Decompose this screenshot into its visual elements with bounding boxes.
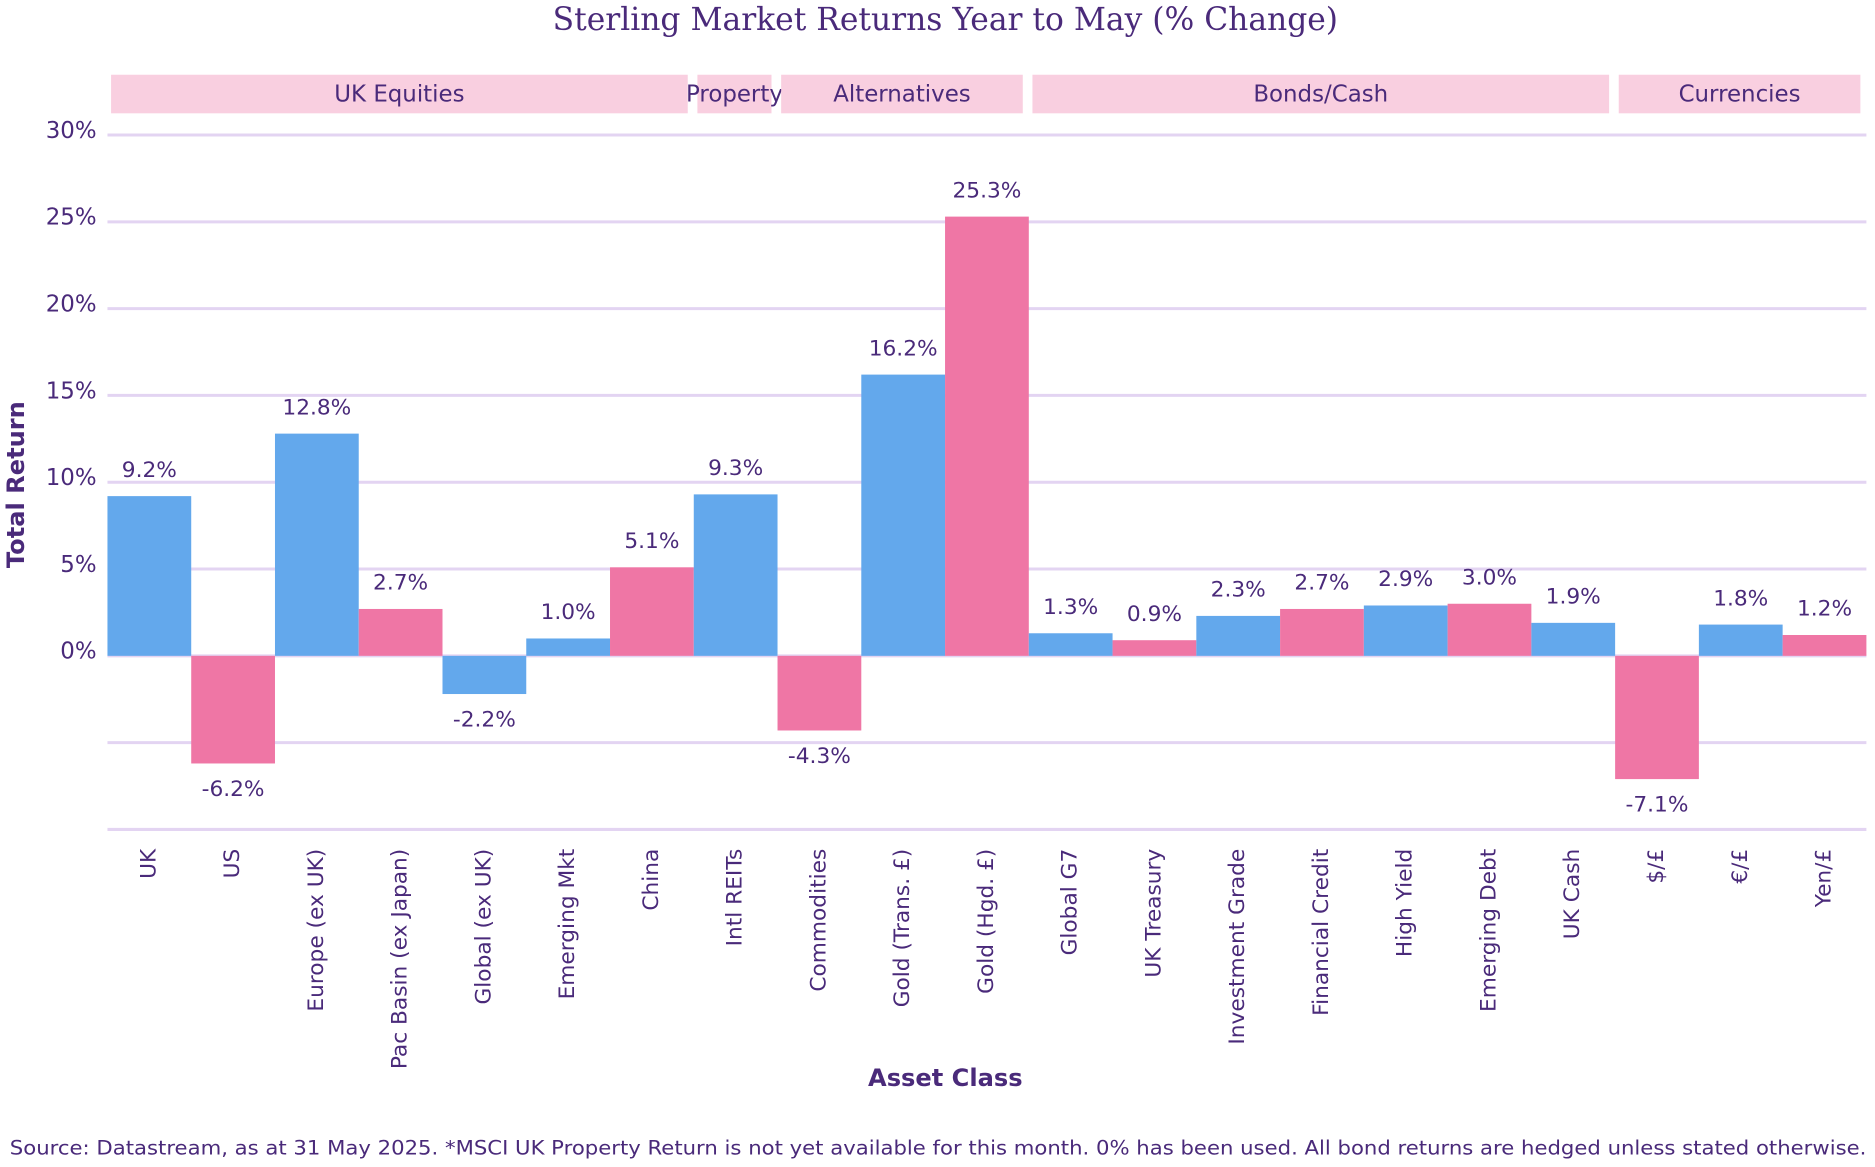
bar [1531, 622, 1616, 656]
x-tick-label: US [220, 849, 245, 879]
bar [1447, 603, 1532, 656]
y-tick-label: 30% [46, 118, 97, 144]
bar [610, 567, 694, 656]
value-label: 25.3% [952, 178, 1021, 203]
bar [1782, 635, 1867, 656]
group-header [697, 74, 772, 114]
value-label: 12.8% [282, 395, 351, 420]
value-label: 5.1% [624, 529, 679, 554]
x-tick-label: Emerging Debt [1476, 849, 1501, 1012]
value-label: 1.8% [1713, 586, 1768, 611]
y-tick-label: 10% [46, 465, 97, 491]
bar [861, 374, 946, 656]
group-label: Currencies [1679, 82, 1801, 108]
bar [1196, 615, 1281, 656]
x-tick-label: Gold (Trans. £) [890, 849, 915, 1008]
x-tick-label: $/£ [1644, 849, 1669, 884]
x-tick-label: Emerging Mkt [555, 849, 580, 1000]
group-label: UK Equities [334, 82, 464, 108]
x-tick-label: High Yield [1393, 849, 1418, 957]
group-label: Alternatives [833, 82, 971, 108]
value-label: 2.7% [1294, 571, 1349, 596]
bar [693, 494, 778, 656]
bar [1028, 633, 1113, 656]
value-label: -4.3% [788, 744, 851, 769]
group-header [1032, 74, 1610, 114]
x-tick-label: Commodities [806, 849, 831, 992]
value-label: 1.3% [1043, 595, 1098, 620]
value-label: 16.2% [869, 336, 938, 361]
x-tick-label: Financial Credit [1309, 849, 1334, 1016]
bar [442, 655, 527, 695]
x-tick-label: Global G7 [1058, 849, 1083, 956]
bar [107, 496, 192, 656]
x-tick-label: Pac Basin (ex Japan) [388, 849, 413, 1069]
value-label: 9.3% [708, 456, 763, 481]
group-header [111, 74, 688, 114]
value-label: 2.3% [1211, 578, 1266, 603]
x-tick-label: Europe (ex UK) [304, 849, 329, 1012]
x-tick-label: Global (ex UK) [471, 849, 496, 1005]
x-tick-label: Gold (Hgd. £) [974, 849, 999, 994]
chart-title: Sterling Market Returns Year to May (% C… [553, 2, 1338, 38]
x-tick-label: Investment Grade [1225, 849, 1250, 1045]
group-label: Bonds/Cash [1253, 82, 1388, 108]
y-tick-label: 0% [60, 639, 96, 665]
source-note: Source: Datastream, as at 31 May 2025. *… [10, 1136, 1867, 1159]
group-header [781, 74, 1023, 114]
y-tick-label: 25% [46, 205, 97, 231]
x-tick-label: UK [136, 848, 161, 879]
x-tick-label: Yen/£ [1812, 849, 1837, 909]
value-label: 1.9% [1546, 585, 1601, 610]
bar [358, 608, 443, 656]
value-label: 2.9% [1378, 567, 1433, 592]
value-label: -7.1% [1626, 793, 1689, 818]
bar [945, 216, 1029, 656]
value-label: 1.0% [541, 600, 596, 625]
x-tick-label: €/£ [1728, 849, 1753, 884]
value-label: 3.0% [1462, 565, 1517, 590]
x-axis-title: Asset Class [868, 1064, 1023, 1092]
y-tick-label: 20% [46, 292, 97, 318]
bar [274, 433, 359, 656]
x-tick-label: Intl REITs [723, 849, 748, 947]
bar [191, 655, 275, 764]
y-tick-label: 15% [46, 378, 97, 404]
x-tick-label: UK Cash [1560, 849, 1585, 939]
value-label: -2.2% [453, 708, 516, 733]
bar [1280, 608, 1364, 656]
bar [1615, 655, 1699, 780]
value-label: 0.9% [1127, 602, 1182, 627]
group-label: Property [686, 82, 783, 108]
bar [1698, 624, 1783, 656]
value-label: -6.2% [202, 777, 265, 802]
value-label: 2.7% [373, 571, 428, 596]
x-tick-label: UK Treasury [1141, 849, 1166, 978]
bar [526, 638, 611, 656]
y-tick-label: 5% [60, 552, 96, 578]
group-header [1618, 74, 1861, 114]
x-tick-label: China [639, 849, 664, 911]
bar [777, 655, 862, 731]
bar [1112, 640, 1197, 656]
value-label: 1.2% [1797, 597, 1852, 622]
bar [1363, 605, 1448, 656]
y-axis-title: Total Return [2, 401, 30, 568]
value-label: 9.2% [122, 458, 177, 483]
